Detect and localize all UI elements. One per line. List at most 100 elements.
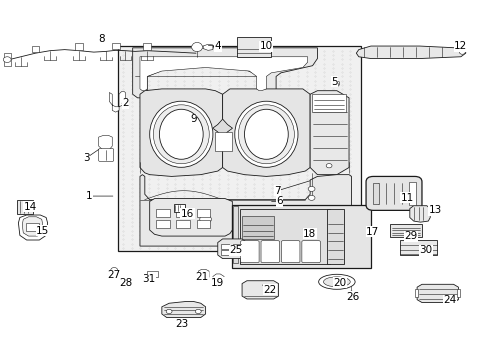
Text: 29: 29: [404, 231, 417, 241]
Bar: [456, 289, 459, 297]
Bar: [32, 204, 37, 210]
Polygon shape: [217, 239, 246, 258]
Circle shape: [458, 50, 464, 54]
FancyBboxPatch shape: [99, 149, 114, 161]
Bar: [197, 209, 210, 217]
Text: 11: 11: [400, 193, 413, 203]
Polygon shape: [222, 89, 309, 176]
Text: 18: 18: [303, 229, 316, 239]
Ellipse shape: [238, 105, 294, 164]
Bar: [233, 250, 241, 255]
Bar: [26, 222, 39, 231]
Circle shape: [200, 215, 211, 224]
Polygon shape: [162, 301, 205, 318]
Bar: [31, 46, 39, 52]
Polygon shape: [356, 46, 465, 59]
Polygon shape: [122, 279, 130, 284]
Circle shape: [258, 215, 269, 224]
Text: 23: 23: [175, 319, 188, 329]
Polygon shape: [132, 48, 317, 98]
Bar: [389, 224, 421, 237]
Bar: [112, 43, 119, 49]
Ellipse shape: [149, 101, 212, 167]
Bar: [233, 244, 241, 249]
Circle shape: [195, 309, 201, 314]
Text: 7: 7: [274, 186, 280, 196]
Bar: [311, 94, 345, 112]
Polygon shape: [99, 135, 112, 150]
Bar: [232, 205, 370, 267]
Text: 8: 8: [98, 34, 104, 44]
Ellipse shape: [159, 109, 203, 159]
Bar: [75, 43, 83, 50]
Bar: [147, 271, 158, 277]
Text: 24: 24: [443, 296, 456, 305]
FancyBboxPatch shape: [366, 176, 421, 210]
Text: 12: 12: [453, 41, 467, 51]
Ellipse shape: [244, 109, 287, 159]
Text: 26: 26: [346, 292, 359, 302]
Text: 1: 1: [85, 191, 92, 201]
Circle shape: [325, 163, 331, 168]
Polygon shape: [109, 91, 125, 112]
Bar: [17, 201, 32, 214]
Polygon shape: [409, 206, 429, 222]
FancyBboxPatch shape: [261, 241, 279, 262]
FancyBboxPatch shape: [281, 241, 299, 262]
Polygon shape: [242, 281, 278, 299]
Bar: [242, 216, 273, 239]
Bar: [239, 208, 329, 264]
Ellipse shape: [323, 277, 349, 287]
Text: 2: 2: [122, 98, 128, 108]
Bar: [156, 220, 169, 228]
Text: 22: 22: [263, 285, 276, 295]
Circle shape: [307, 195, 314, 201]
Bar: [156, 209, 169, 217]
Ellipse shape: [234, 101, 297, 167]
Text: 28: 28: [119, 278, 132, 288]
Bar: [399, 240, 436, 255]
Text: 3: 3: [83, 153, 90, 163]
Polygon shape: [309, 91, 348, 175]
Text: 5: 5: [330, 77, 337, 87]
Text: 30: 30: [418, 246, 431, 255]
Polygon shape: [4, 53, 11, 66]
Polygon shape: [212, 274, 224, 284]
Polygon shape: [140, 57, 307, 91]
Bar: [176, 220, 190, 228]
Text: 6: 6: [276, 197, 282, 206]
Text: 17: 17: [366, 227, 379, 237]
Polygon shape: [140, 89, 222, 176]
Circle shape: [307, 186, 314, 192]
Circle shape: [334, 83, 338, 86]
FancyBboxPatch shape: [301, 241, 320, 262]
Ellipse shape: [153, 105, 209, 164]
Bar: [174, 204, 184, 212]
Text: 14: 14: [24, 202, 37, 212]
Circle shape: [347, 291, 354, 296]
Text: 31: 31: [142, 274, 155, 284]
Bar: [118, 46, 361, 251]
Polygon shape: [19, 215, 47, 240]
Circle shape: [166, 309, 172, 314]
Bar: [414, 289, 417, 297]
Bar: [408, 182, 415, 205]
Bar: [215, 132, 232, 152]
Polygon shape: [326, 208, 344, 264]
Text: 20: 20: [333, 278, 346, 288]
Text: 13: 13: [427, 205, 441, 215]
Polygon shape: [334, 82, 339, 86]
Text: 21: 21: [195, 272, 208, 282]
Polygon shape: [203, 44, 212, 50]
Text: 9: 9: [190, 114, 196, 124]
Text: 15: 15: [36, 226, 49, 236]
Text: 16: 16: [181, 209, 194, 219]
Bar: [221, 250, 228, 255]
Text: 10: 10: [259, 41, 272, 51]
Bar: [221, 244, 228, 249]
Polygon shape: [149, 199, 232, 236]
Bar: [197, 220, 210, 228]
Polygon shape: [22, 217, 42, 236]
Bar: [143, 43, 151, 50]
Bar: [237, 37, 271, 57]
